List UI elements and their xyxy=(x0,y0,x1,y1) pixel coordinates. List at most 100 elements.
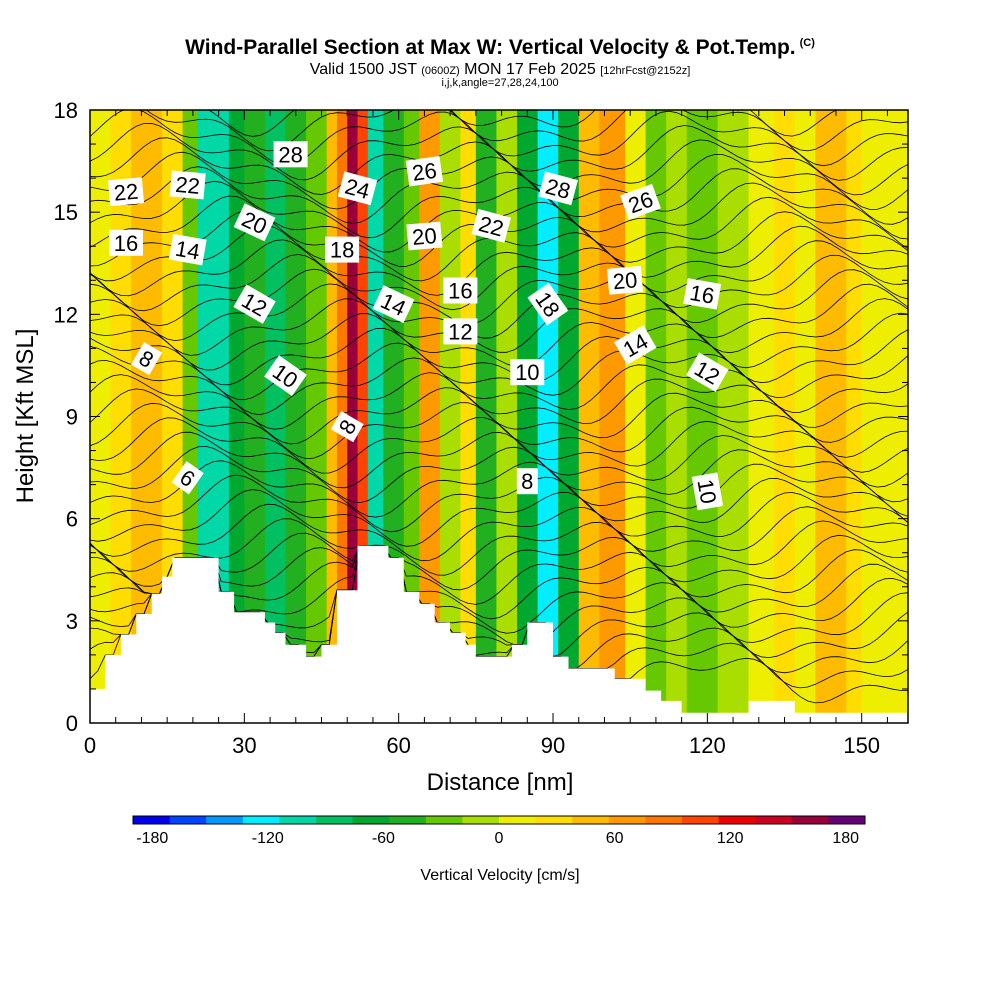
isentrope-line-35 xyxy=(90,137,908,196)
isentrope-line-34 xyxy=(90,151,908,210)
isentrope-label-box xyxy=(538,171,578,206)
isentrope-label-text: 22 xyxy=(174,172,201,199)
isentrope-label-26: 26 xyxy=(405,156,444,187)
isentrope-label-box xyxy=(405,156,444,187)
colorbar-swatch xyxy=(242,816,280,824)
velocity-column-0 xyxy=(90,110,112,723)
y-tick-label: 3 xyxy=(66,609,78,634)
colorbar-swatch xyxy=(133,816,171,824)
velocity-column-6 xyxy=(228,110,245,723)
isentrope-label-text: 18 xyxy=(330,238,354,263)
chart-title: Wind-Parallel Section at Max W: Vertical… xyxy=(0,36,1000,60)
isentrope-line-9 xyxy=(90,518,908,576)
colorbar-tick-label: -120 xyxy=(252,830,284,847)
velocity-column-23 xyxy=(517,110,539,723)
isentrope-label-box xyxy=(264,355,307,396)
velocity-column-33 xyxy=(748,110,775,723)
isentrope-line-38 xyxy=(145,110,908,152)
isentrope-label-box xyxy=(171,461,204,495)
isentrope-label-text: 16 xyxy=(448,279,472,304)
isentrope-label-box xyxy=(606,265,644,295)
isentrope-line-20 xyxy=(90,357,908,416)
velocity-column-22 xyxy=(496,110,518,723)
velocity-column-26 xyxy=(578,110,600,723)
isentrope-line-10 xyxy=(90,503,908,562)
isentrope-label-16: 16 xyxy=(109,229,143,256)
x-axis-title: Distance [nm] xyxy=(427,769,574,796)
isentrope-label-text: 26 xyxy=(411,158,439,186)
isentrope-label-12: 12 xyxy=(686,352,729,392)
velocity-column-10 xyxy=(306,110,328,723)
isentrope-label-22: 22 xyxy=(107,177,145,207)
isentrope-label-8: 8 xyxy=(131,342,163,376)
velocity-column-36 xyxy=(815,110,847,723)
isentrope-line-23 xyxy=(90,312,908,371)
isentrope-label-box xyxy=(169,170,206,200)
velocity-column-31 xyxy=(686,110,719,723)
chart-subtitle: Valid 1500 JST (0600Z) MON 17 Feb 2025 [… xyxy=(0,61,1000,79)
velocity-column-21 xyxy=(475,110,498,723)
colorbar-swatch xyxy=(828,816,866,824)
colorbar-swatch xyxy=(755,816,793,824)
velocity-column-9 xyxy=(285,110,307,723)
velocity-column-11 xyxy=(326,110,338,723)
isentrope-label-12: 12 xyxy=(443,318,478,345)
terrain-mask xyxy=(90,545,908,723)
colorbar-tick-label: 120 xyxy=(717,830,744,847)
isentrope-line-37 xyxy=(90,110,908,167)
isentrope-label-16: 16 xyxy=(683,278,722,310)
x-tick-label: 60 xyxy=(386,733,410,758)
velocity-column-34 xyxy=(774,110,796,723)
isentrope-label-box xyxy=(443,318,478,345)
isentrope-line-8 xyxy=(90,532,908,591)
isentrope-label-text: 10 xyxy=(692,477,721,505)
velocity-column-29 xyxy=(645,110,667,723)
velocity-column-8 xyxy=(264,110,287,723)
velocity-column-35 xyxy=(794,110,816,723)
isentrope-line-32 xyxy=(90,180,908,240)
y-axis-title: Height [Kft MSL] xyxy=(12,329,39,504)
isentrope-label-box xyxy=(443,277,478,304)
velocity-column-13 xyxy=(347,110,359,723)
isentrope-label-24: 24 xyxy=(337,171,378,206)
y-tick-label: 15 xyxy=(54,200,78,225)
colorbar-swatch xyxy=(499,816,537,824)
valid-time: Valid 1500 JST xyxy=(309,61,417,78)
isentrope-label-10: 10 xyxy=(691,472,724,511)
isentrope-label-text: 20 xyxy=(411,223,438,250)
velocity-column-25 xyxy=(558,110,580,723)
colorbar-swatch xyxy=(572,816,610,824)
colorbar-tick-label: 0 xyxy=(495,830,504,847)
isentrope-line-25 xyxy=(90,283,908,342)
colorbar-swatch xyxy=(462,816,500,824)
isentrope-line-14 xyxy=(90,445,908,504)
colorbar-swatch xyxy=(206,816,244,824)
velocity-column-14 xyxy=(357,110,369,723)
isentrope-line-28 xyxy=(90,239,908,297)
isentrope-label-text: 8 xyxy=(521,469,533,494)
isentrope-label-box xyxy=(233,203,276,242)
velocity-column-1 xyxy=(110,110,132,723)
velocity-column-32 xyxy=(717,110,750,723)
colorbar-tick-label: 60 xyxy=(606,830,624,847)
isentrope-label-10: 10 xyxy=(510,359,545,386)
isentrope-label-16: 16 xyxy=(443,277,478,304)
isentrope-line-11 xyxy=(90,489,908,547)
velocity-column-20 xyxy=(460,110,477,723)
isentrope-label-box xyxy=(372,285,415,324)
y-tick-label: 18 xyxy=(54,98,78,123)
isentrope-line-24 xyxy=(90,298,908,356)
colorbar-swatch xyxy=(608,816,646,824)
isentrope-line-22 xyxy=(90,327,908,386)
velocity-column-37 xyxy=(846,110,863,723)
isentrope-label-box xyxy=(406,221,443,251)
isentrope-line-21 xyxy=(90,342,908,401)
colorbar-swatch xyxy=(535,816,573,824)
isentrope-label-28: 28 xyxy=(273,141,308,168)
y-tick-label: 6 xyxy=(66,507,78,532)
y-tick-label: 0 xyxy=(66,711,78,736)
isentrope-label-box xyxy=(325,236,360,263)
isentrope-label-box xyxy=(691,472,724,511)
x-tick-label: 150 xyxy=(843,733,880,758)
